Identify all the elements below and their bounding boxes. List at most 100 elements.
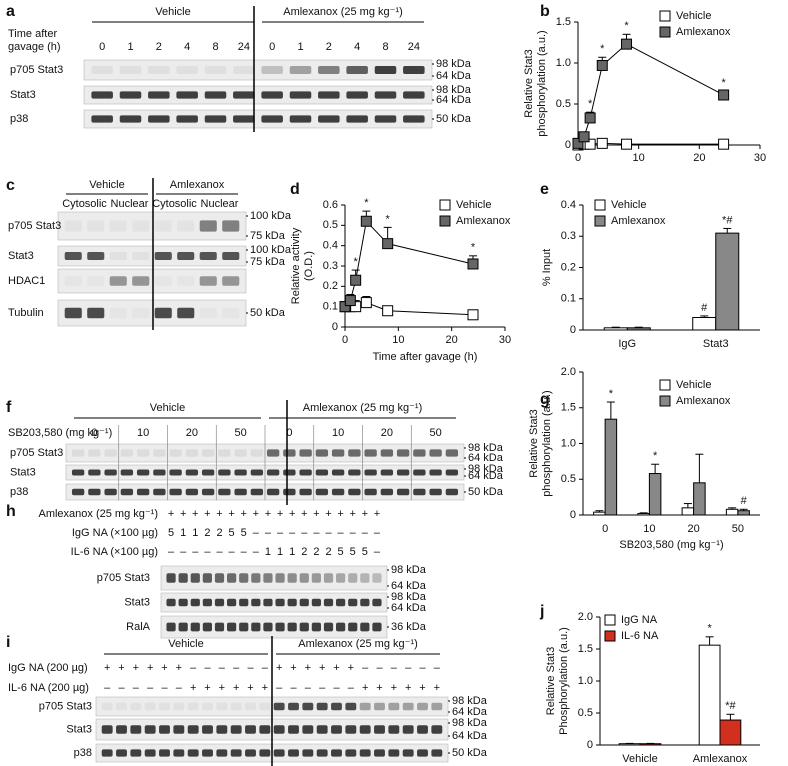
condition-value: + bbox=[276, 662, 282, 674]
band bbox=[273, 702, 285, 711]
band bbox=[396, 449, 410, 457]
y-tick-label: 0.2 bbox=[561, 261, 576, 273]
condition-label: IL-6 NA (×100 µg) bbox=[71, 546, 158, 558]
condition-value: 5 bbox=[350, 546, 356, 558]
condition-value: + bbox=[192, 508, 198, 520]
condition-value: 5 bbox=[362, 546, 368, 558]
band bbox=[403, 91, 425, 99]
band bbox=[315, 488, 329, 496]
significance: * bbox=[354, 256, 359, 268]
legend-swatch bbox=[659, 395, 671, 407]
marker-label: 98 kDa bbox=[452, 717, 488, 729]
marker-label: 98 kDa bbox=[436, 84, 472, 96]
band bbox=[178, 573, 188, 583]
condition-value: + bbox=[277, 508, 283, 520]
band bbox=[88, 469, 101, 476]
band bbox=[239, 598, 249, 607]
band bbox=[222, 220, 240, 232]
band bbox=[187, 702, 199, 711]
band bbox=[177, 220, 195, 232]
band bbox=[222, 308, 239, 318]
marker-label: 50 kDa bbox=[250, 307, 286, 319]
condition-value: – bbox=[168, 546, 175, 558]
band bbox=[88, 449, 101, 457]
x-tick-label: Stat3 bbox=[703, 338, 729, 350]
band bbox=[348, 449, 361, 457]
band bbox=[201, 488, 215, 496]
band bbox=[287, 622, 297, 632]
y-axis-label: % Input bbox=[541, 249, 553, 286]
condition-value: – bbox=[374, 546, 381, 558]
band bbox=[230, 725, 242, 734]
legend-swatch bbox=[659, 379, 671, 391]
band bbox=[233, 91, 255, 99]
band bbox=[166, 573, 176, 583]
marker-label: 50 kDa bbox=[452, 747, 488, 759]
band bbox=[331, 725, 342, 734]
point bbox=[718, 89, 730, 101]
panel-letter: f bbox=[6, 399, 12, 416]
point bbox=[584, 138, 596, 150]
condition-label: IgG NA (×100 µg) bbox=[72, 527, 158, 539]
band bbox=[159, 702, 170, 711]
significance: * bbox=[707, 623, 712, 635]
band bbox=[227, 622, 237, 632]
band bbox=[87, 252, 105, 260]
group-label: Amlexanox (25 mg kg⁻¹) bbox=[303, 402, 423, 414]
band bbox=[318, 66, 340, 74]
band bbox=[431, 702, 443, 711]
y-tick-label: 1.0 bbox=[556, 57, 571, 69]
band bbox=[403, 115, 425, 123]
band bbox=[176, 66, 198, 74]
legend-swatch bbox=[659, 26, 671, 38]
condition-value: – bbox=[325, 527, 332, 539]
band bbox=[275, 573, 285, 583]
band bbox=[287, 573, 297, 583]
band bbox=[273, 749, 285, 757]
y-tick-label: 0.4 bbox=[561, 199, 576, 211]
band bbox=[323, 598, 334, 607]
band bbox=[299, 469, 312, 476]
band bbox=[130, 749, 142, 757]
significance: * bbox=[624, 20, 629, 32]
condition-value: + bbox=[204, 508, 210, 520]
band bbox=[261, 91, 283, 99]
condition-value: – bbox=[204, 662, 211, 674]
band bbox=[153, 469, 166, 476]
band bbox=[177, 276, 194, 286]
significance: # bbox=[741, 495, 748, 507]
condition-value: + bbox=[350, 508, 356, 520]
legend-label: Vehicle bbox=[676, 10, 711, 22]
condition-value: – bbox=[241, 546, 248, 558]
lane-label: 24 bbox=[238, 41, 250, 53]
band bbox=[185, 488, 199, 496]
legend-swatch bbox=[604, 630, 616, 642]
band bbox=[204, 91, 227, 99]
x-tick-label: 30 bbox=[754, 152, 766, 164]
band bbox=[216, 749, 228, 757]
band bbox=[144, 702, 156, 711]
lane-label: 1 bbox=[297, 41, 303, 53]
band bbox=[169, 488, 182, 496]
band bbox=[120, 488, 134, 496]
y-tick-label: 2.0 bbox=[561, 366, 576, 378]
condition-value: + bbox=[161, 662, 167, 674]
band bbox=[204, 66, 227, 74]
band bbox=[222, 252, 240, 260]
band bbox=[190, 573, 200, 583]
band bbox=[154, 220, 172, 232]
band bbox=[266, 449, 280, 457]
legend-swatch bbox=[659, 10, 671, 22]
lane-label: 1 bbox=[127, 41, 133, 53]
band bbox=[176, 115, 198, 123]
band bbox=[202, 622, 212, 632]
lane-label: 4 bbox=[354, 41, 360, 53]
row-label: p705 Stat3 bbox=[97, 572, 150, 584]
band bbox=[299, 622, 309, 632]
band bbox=[413, 469, 426, 476]
band bbox=[359, 702, 371, 711]
y-tick-label: 0 bbox=[570, 324, 576, 336]
x-axis-label: Time after gavage (h) bbox=[373, 351, 478, 363]
band bbox=[230, 749, 242, 757]
band bbox=[299, 573, 309, 583]
